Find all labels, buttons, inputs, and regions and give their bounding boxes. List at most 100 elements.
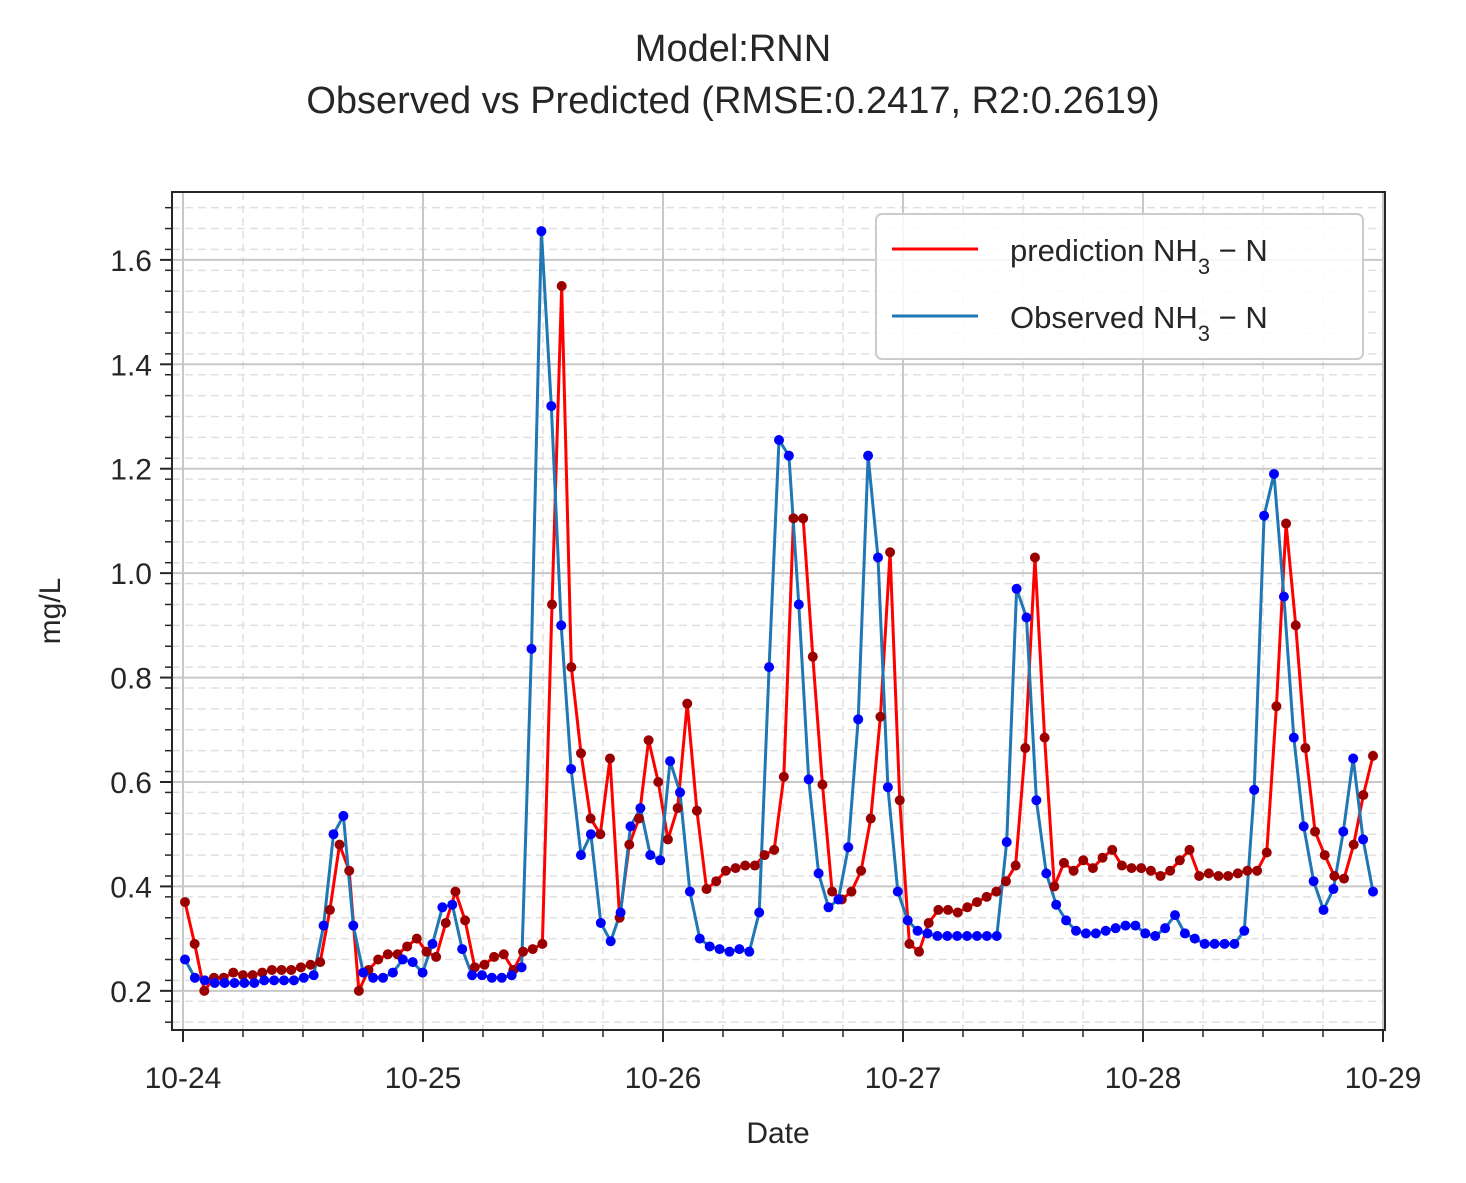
data-point-observed xyxy=(1090,928,1101,939)
data-point-prediction xyxy=(1029,552,1040,563)
minor-grid xyxy=(172,192,1385,1030)
data-point-prediction xyxy=(1203,868,1214,879)
data-point-prediction xyxy=(1039,732,1050,743)
data-point-prediction xyxy=(247,970,258,981)
data-point-prediction xyxy=(643,735,654,746)
data-point-observed xyxy=(477,970,487,981)
data-point-observed xyxy=(308,970,319,981)
data-point-observed xyxy=(615,907,626,918)
data-point-prediction xyxy=(440,917,451,928)
data-point-observed xyxy=(675,787,685,798)
data-point-observed xyxy=(1328,884,1339,895)
data-point-prediction xyxy=(972,897,982,908)
data-point-prediction xyxy=(1319,850,1330,861)
data-point-prediction xyxy=(595,829,606,840)
data-point-observed xyxy=(665,756,676,767)
data-point-observed xyxy=(1100,925,1111,936)
data-point-prediction xyxy=(305,959,316,970)
data-point-prediction xyxy=(923,917,934,928)
data-point-observed xyxy=(1249,784,1260,795)
data-point-prediction xyxy=(885,547,896,558)
data-point-observed xyxy=(229,978,240,989)
data-point-observed xyxy=(655,855,666,866)
data-point-prediction xyxy=(1261,847,1272,858)
data-point-prediction xyxy=(344,865,355,876)
data-point-prediction xyxy=(1174,855,1185,866)
data-point-observed xyxy=(912,925,923,936)
data-point-prediction xyxy=(421,946,432,957)
data-point-prediction xyxy=(1213,870,1224,881)
data-point-observed xyxy=(843,842,854,853)
y-tick-label: 1.0 xyxy=(110,558,152,591)
data-point-observed xyxy=(1219,938,1230,949)
data-point-prediction xyxy=(1329,870,1340,881)
data-point-prediction xyxy=(730,863,741,874)
data-point-prediction xyxy=(759,850,770,861)
data-point-observed xyxy=(259,975,270,986)
x-tick-label: 10-28 xyxy=(1105,1062,1182,1095)
data-point-observed xyxy=(833,894,844,905)
data-point-prediction xyxy=(807,651,818,662)
data-point-observed xyxy=(873,552,883,563)
data-point-prediction xyxy=(1097,852,1108,863)
data-point-observed xyxy=(932,931,943,942)
x-tick-label: 10-29 xyxy=(1345,1062,1422,1095)
data-point-prediction xyxy=(691,805,702,816)
data-point-prediction xyxy=(315,957,326,968)
data-point-prediction xyxy=(431,951,442,962)
data-point-observed xyxy=(1130,920,1141,931)
data-point-observed xyxy=(1189,933,1200,944)
data-point-prediction xyxy=(353,985,364,996)
chart-subtitle: Observed vs Predicted (RMSE:0.2417, R2:0… xyxy=(306,80,1160,122)
data-point-observed xyxy=(1269,468,1279,479)
data-point-prediction xyxy=(547,599,558,610)
series-layer xyxy=(180,226,1378,996)
data-point-observed xyxy=(585,829,596,840)
x-tick-label: 10-24 xyxy=(145,1062,222,1095)
data-point-prediction xyxy=(1107,844,1118,855)
data-point-observed xyxy=(536,226,547,237)
data-point-prediction xyxy=(701,884,712,895)
data-point-observed xyxy=(467,970,478,981)
data-point-observed xyxy=(486,972,497,983)
data-point-observed xyxy=(496,972,507,983)
data-point-observed xyxy=(1150,931,1161,942)
data-point-prediction xyxy=(237,970,248,981)
data-point-prediction xyxy=(1116,860,1127,871)
data-point-prediction xyxy=(228,967,239,978)
plot-frame xyxy=(171,191,1386,1031)
y-tick-label: 1.2 xyxy=(110,454,152,487)
y-tick-label: 0.4 xyxy=(110,871,152,904)
data-point-prediction xyxy=(682,698,693,709)
data-point-observed xyxy=(1120,920,1131,931)
y-axis-label: mg/L xyxy=(34,578,67,645)
data-point-observed xyxy=(863,450,874,461)
data-point-observed xyxy=(724,946,735,957)
data-point-observed xyxy=(397,954,408,965)
data-point-prediction xyxy=(527,944,538,955)
data-point-observed xyxy=(269,975,280,986)
data-point-prediction xyxy=(1010,860,1021,871)
legend-box xyxy=(875,213,1364,360)
data-point-prediction xyxy=(875,711,886,722)
data-point-prediction xyxy=(1136,863,1147,874)
data-point-observed xyxy=(368,972,379,983)
data-point-prediction xyxy=(856,865,867,876)
data-point-observed xyxy=(981,931,992,942)
data-point-prediction xyxy=(1348,839,1359,850)
data-point-observed xyxy=(338,810,349,821)
data-point-observed xyxy=(358,967,369,978)
data-point-observed xyxy=(1011,583,1022,594)
data-point-prediction xyxy=(1078,855,1089,866)
data-point-observed xyxy=(199,975,210,986)
data-point-observed xyxy=(1179,928,1190,939)
data-point-observed xyxy=(1318,904,1329,915)
data-point-prediction xyxy=(604,753,615,764)
series-line-prediction xyxy=(183,284,1375,993)
data-point-observed xyxy=(714,944,725,955)
data-point-prediction xyxy=(1049,881,1060,892)
data-point-observed xyxy=(288,975,299,986)
data-point-observed xyxy=(922,928,933,939)
axis-ticks: 10-24 10-25 10-26 10-27 10-28 10-29 0.2 0.4 0.6 0… xyxy=(110,206,1422,1095)
data-point-prediction xyxy=(1126,863,1137,874)
